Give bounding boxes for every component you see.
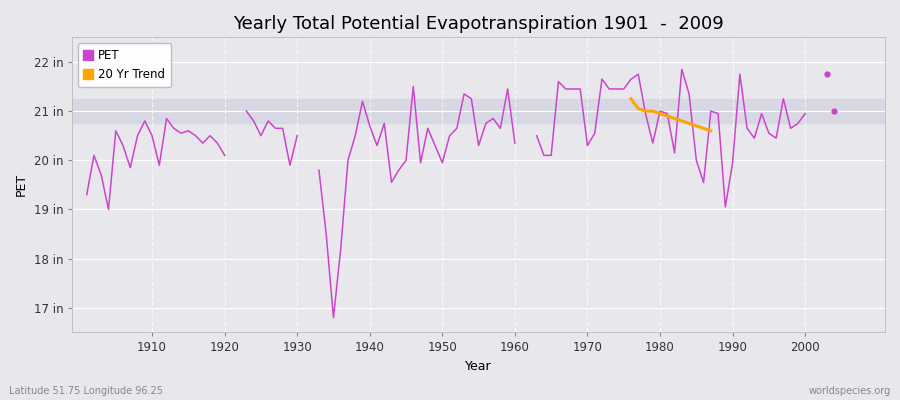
Text: Latitude 51.75 Longitude 96.25: Latitude 51.75 Longitude 96.25: [9, 386, 163, 396]
X-axis label: Year: Year: [465, 360, 492, 373]
Y-axis label: PET: PET: [15, 173, 28, 196]
Bar: [72, 99, 885, 123]
Text: worldspecies.org: worldspecies.org: [809, 386, 891, 396]
Legend: PET, 20 Yr Trend: PET, 20 Yr Trend: [78, 43, 171, 87]
Title: Yearly Total Potential Evapotranspiration 1901  -  2009: Yearly Total Potential Evapotranspiratio…: [233, 15, 724, 33]
